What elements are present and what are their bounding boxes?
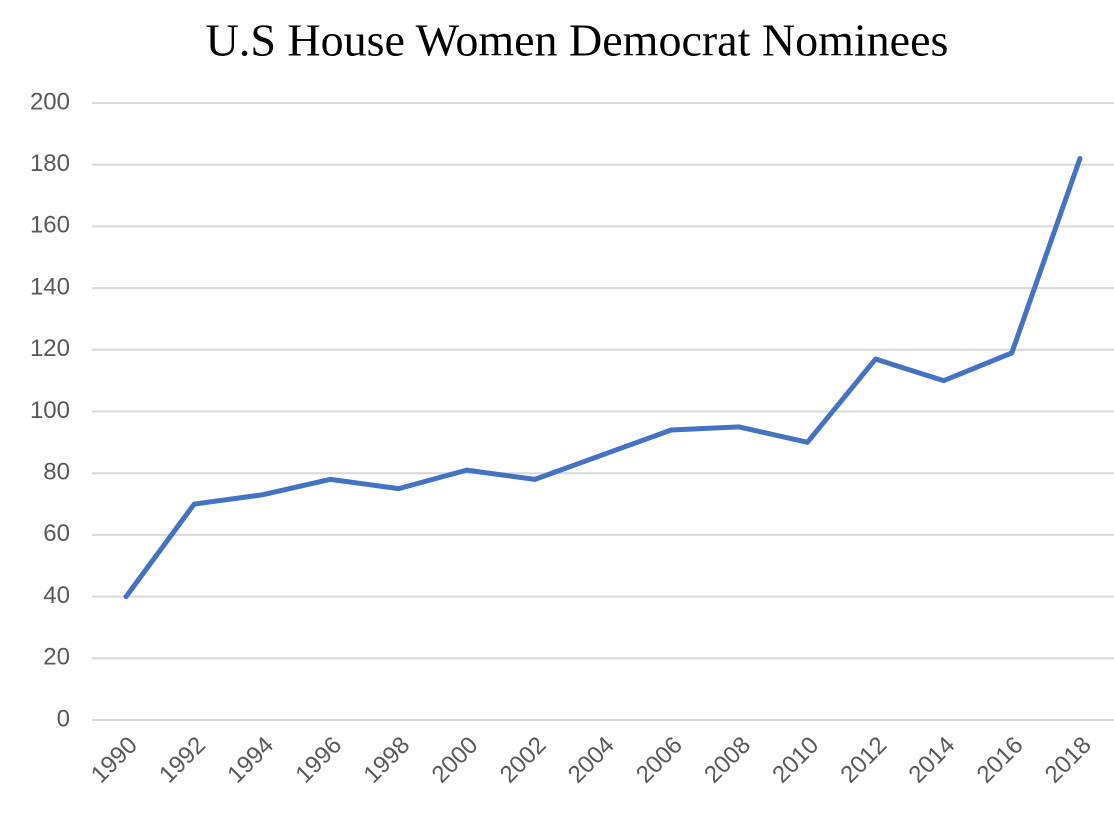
y-tick-label: 0 <box>57 705 70 732</box>
y-tick-label: 140 <box>30 273 70 300</box>
y-tick-label: 100 <box>30 397 70 424</box>
chart-title: U.S House Women Democrat Nominees <box>206 15 949 66</box>
x-tick-label: 2006 <box>631 732 688 789</box>
x-tick-label: 1998 <box>358 732 415 789</box>
y-tick-label: 60 <box>43 520 70 547</box>
line-series <box>123 156 1083 600</box>
x-tick-label: 2018 <box>1040 732 1097 789</box>
x-tick-label: 2010 <box>767 732 824 789</box>
x-tick-label: 2016 <box>972 732 1029 789</box>
x-tick-label: 2004 <box>563 732 620 789</box>
y-tick-label: 160 <box>30 212 70 239</box>
x-tick-label: 1992 <box>154 732 211 789</box>
y-tick-label: 80 <box>43 459 70 486</box>
x-tick-label: 2000 <box>427 732 484 789</box>
y-tick-label: 40 <box>43 582 70 609</box>
x-tick-label: 1990 <box>86 732 143 789</box>
x-tick-label: 1994 <box>222 732 279 789</box>
x-tick-label: 2014 <box>904 732 961 789</box>
x-tick-label: 2012 <box>835 732 892 789</box>
y-tick-label: 120 <box>30 335 70 362</box>
x-tick-label: 2008 <box>699 732 756 789</box>
x-tick-label: 1996 <box>290 732 347 789</box>
y-tick-label: 200 <box>30 88 70 115</box>
y-tick-label: 20 <box>43 644 70 671</box>
x-tick-label: 2002 <box>495 732 552 789</box>
y-tick-label: 180 <box>30 150 70 177</box>
